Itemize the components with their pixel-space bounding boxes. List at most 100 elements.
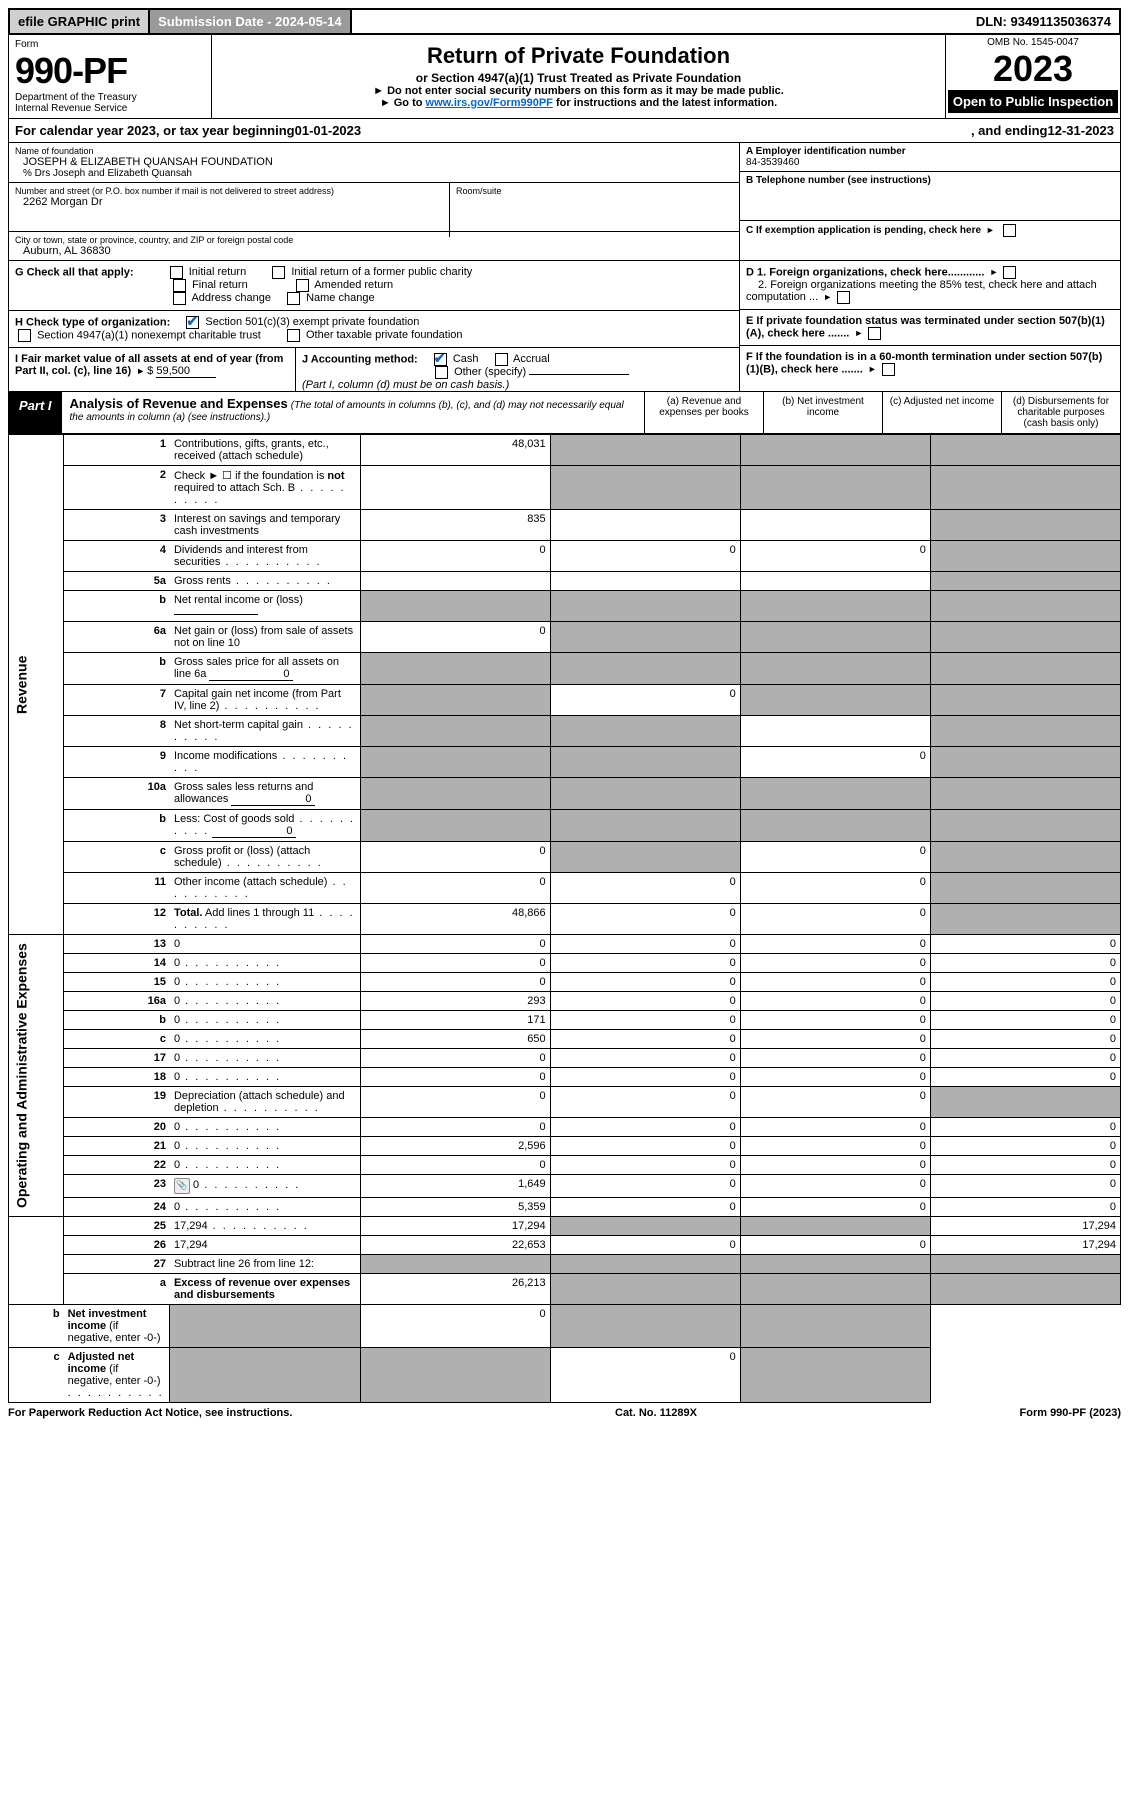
table-row: 2405,359000 — [9, 1198, 1121, 1217]
c-checkbox[interactable] — [1003, 224, 1016, 237]
form-instructions-link[interactable]: www.irs.gov/Form990PF — [426, 97, 553, 109]
line-number: 20 — [64, 1118, 170, 1137]
table-row: c0650000 — [9, 1030, 1121, 1049]
g-initial-checkbox[interactable] — [170, 266, 183, 279]
table-row: Revenue1Contributions, gifts, grants, et… — [9, 435, 1121, 466]
submission-date-value: 2024-05-14 — [275, 14, 342, 29]
amount-cell: 0 — [740, 1068, 930, 1087]
amount-cell: 0 — [740, 747, 930, 778]
omb-number: OMB No. 1545-0047 — [948, 37, 1118, 48]
g-amended-checkbox[interactable] — [296, 279, 309, 292]
amount-cell: 0 — [740, 973, 930, 992]
line-description: 0 — [170, 992, 360, 1011]
g-final-checkbox[interactable] — [173, 279, 186, 292]
table-row: bLess: Cost of goods sold 0 — [9, 810, 1121, 842]
name-label: Name of foundation — [15, 146, 733, 156]
amount-cell — [740, 1217, 930, 1236]
g-initial-former-checkbox[interactable] — [272, 266, 285, 279]
part1-header: Part I Analysis of Revenue and Expenses … — [8, 392, 1121, 434]
amount-cell: 0 — [360, 842, 550, 873]
line-number: b — [64, 653, 170, 685]
line-number: 22 — [64, 1156, 170, 1175]
amount-cell — [550, 1217, 740, 1236]
amount-cell: 0 — [740, 935, 930, 954]
cal-year-mid: , and ending — [971, 123, 1048, 138]
exemption-cell: C If exemption application is pending, c… — [740, 221, 1120, 240]
d2-checkbox[interactable] — [837, 291, 850, 304]
dln-label: DLN: — [976, 14, 1011, 29]
line-description: Dividends and interest from securities — [170, 541, 360, 572]
table-row: 7Capital gain net income (from Part IV, … — [9, 685, 1121, 716]
amount-cell — [360, 747, 550, 778]
amount-cell — [930, 747, 1120, 778]
check-left: G Check all that apply: Initial return I… — [9, 261, 739, 391]
h-other-checkbox[interactable] — [287, 329, 300, 342]
submission-date: Submission Date - 2024-05-14 — [150, 10, 352, 33]
amount-cell: 171 — [360, 1011, 550, 1030]
d2-label: 2. Foreign organizations meeting the 85%… — [746, 279, 1097, 303]
amount-cell: 835 — [360, 510, 550, 541]
header-right: OMB No. 1545-0047 2023 Open to Public In… — [945, 35, 1120, 118]
g-name-checkbox[interactable] — [287, 292, 300, 305]
amount-cell: 650 — [360, 1030, 550, 1049]
amount-cell: 17,294 — [930, 1236, 1120, 1255]
line-description: Net rental income or (loss) — [170, 591, 360, 622]
j-other-checkbox[interactable] — [435, 366, 448, 379]
efile-print-button[interactable]: efile GRAPHIC print — [10, 10, 150, 33]
arrow-icon — [866, 363, 879, 375]
f-checkbox[interactable] — [882, 363, 895, 376]
table-row: Operating and Administrative Expenses130… — [9, 935, 1121, 954]
amount-cell — [170, 1305, 360, 1348]
amount-cell: 0 — [740, 992, 930, 1011]
j-accrual-checkbox[interactable] — [495, 353, 508, 366]
check-right: D 1. Foreign organizations, check here..… — [739, 261, 1120, 391]
amount-cell — [550, 842, 740, 873]
table-row: bGross sales price for all assets on lin… — [9, 653, 1121, 685]
line-number: 18 — [64, 1068, 170, 1087]
h-4947-checkbox[interactable] — [18, 329, 31, 342]
attachment-icon[interactable]: 📎 — [174, 1178, 190, 1194]
amount-cell: 0 — [360, 1087, 550, 1118]
table-row: 2102,596000 — [9, 1137, 1121, 1156]
amount-cell — [930, 1087, 1120, 1118]
line-number: 2 — [64, 466, 170, 510]
j-other-label: Other (specify) — [454, 366, 526, 378]
amount-cell: 0 — [550, 1348, 740, 1403]
amount-cell: 0 — [550, 1137, 740, 1156]
e-checkbox[interactable] — [868, 327, 881, 340]
line-number: 12 — [64, 904, 170, 935]
amount-cell — [360, 653, 550, 685]
table-row: 1800000 — [9, 1068, 1121, 1087]
line-description: Net gain or (loss) from sale of assets n… — [170, 622, 360, 653]
top-bar: efile GRAPHIC print Submission Date - 20… — [8, 8, 1121, 35]
amount-cell: 0 — [550, 1175, 740, 1198]
line-number: 17 — [64, 1049, 170, 1068]
amount-cell — [360, 685, 550, 716]
d1-checkbox[interactable] — [1003, 266, 1016, 279]
i-value: 59,500 — [156, 365, 216, 378]
amount-cell: 22,653 — [360, 1236, 550, 1255]
amount-cell — [550, 1274, 740, 1305]
amount-cell: 0 — [550, 935, 740, 954]
line-description: Net short-term capital gain — [170, 716, 360, 747]
h-501c3-checkbox[interactable] — [186, 316, 199, 329]
amount-cell — [740, 1274, 930, 1305]
line-description: 0 — [170, 1137, 360, 1156]
amount-cell: 1,649 — [360, 1175, 550, 1198]
g-opt-5: Name change — [306, 292, 375, 304]
g-address-checkbox[interactable] — [173, 292, 186, 305]
footer-left: For Paperwork Reduction Act Notice, see … — [8, 1407, 292, 1419]
j-other-input[interactable] — [529, 374, 629, 375]
amount-cell: 0 — [930, 1118, 1120, 1137]
amount-cell — [360, 778, 550, 810]
g-label: G Check all that apply: — [15, 266, 134, 278]
h-section: H Check type of organization: Section 50… — [9, 311, 739, 348]
arrow-icon — [984, 225, 997, 236]
calendar-year-row: For calendar year 2023, or tax year begi… — [8, 119, 1121, 143]
amount-cell — [740, 685, 930, 716]
line-description: Contributions, gifts, grants, etc., rece… — [170, 435, 360, 466]
amount-cell — [550, 810, 740, 842]
form-subtitle: or Section 4947(a)(1) Trust Treated as P… — [220, 71, 937, 85]
amount-cell: 0 — [360, 973, 550, 992]
j-cash-checkbox[interactable] — [434, 353, 447, 366]
